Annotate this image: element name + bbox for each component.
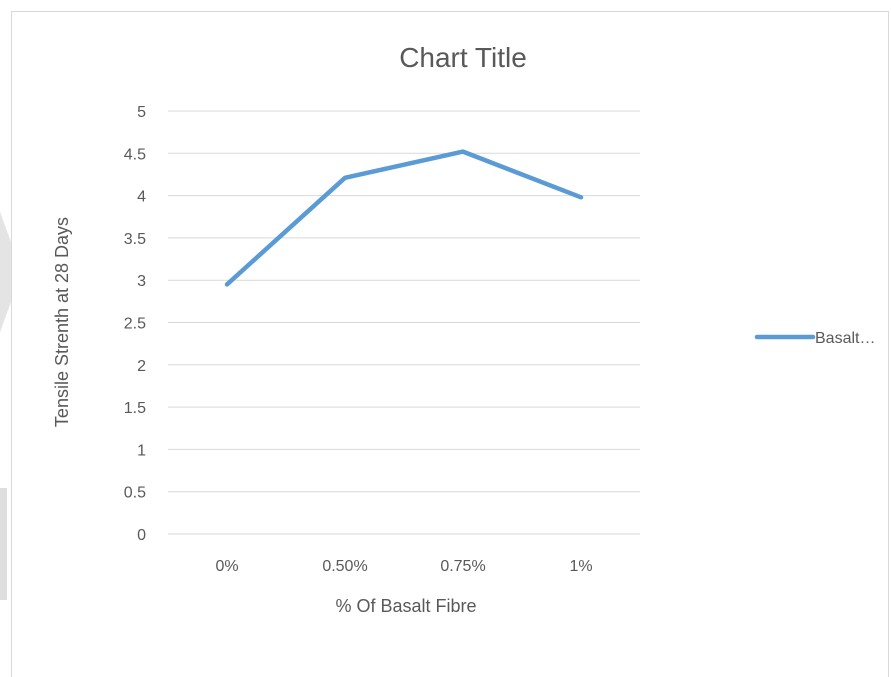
- y-tick-label: 1: [137, 442, 146, 459]
- x-axis-label: % Of Basalt Fibre: [335, 596, 476, 616]
- y-tick-label: 2.5: [124, 316, 146, 333]
- y-axis-ticks: 0 0.5 1 1.5 2 2.5 3 3.5 4 4.5 5: [124, 104, 146, 544]
- y-tick-label: 4.5: [124, 146, 146, 163]
- legend-label: Basalt…: [815, 330, 875, 347]
- series-line: [224, 149, 584, 287]
- x-axis-ticks: 0% 0.50% 0.75% 1%: [215, 558, 592, 575]
- gridlines: [168, 110, 640, 535]
- x-tick-label: 0%: [215, 558, 238, 575]
- y-tick-label: 1.5: [124, 400, 146, 417]
- y-tick-label: 2: [137, 358, 146, 375]
- y-tick-label: 0: [137, 527, 146, 544]
- decoration-left-bar: [0, 488, 7, 600]
- y-tick-label: 4: [137, 189, 146, 206]
- series-lines: [224, 149, 584, 287]
- y-tick-label: 0.5: [124, 485, 146, 502]
- chart-title: Chart Title: [399, 42, 527, 73]
- chart-area: [11, 11, 889, 677]
- y-tick-label: 5: [137, 104, 146, 121]
- y-tick-label: 3: [137, 273, 146, 290]
- legend: Basalt…: [754, 330, 875, 347]
- y-axis-label: Tensile Strenth at 28 Days: [52, 217, 72, 427]
- x-tick-label: 0.50%: [322, 558, 367, 575]
- y-tick-label: 3.5: [124, 231, 146, 248]
- x-tick-label: 1%: [569, 558, 592, 575]
- x-tick-label: 0.75%: [440, 558, 485, 575]
